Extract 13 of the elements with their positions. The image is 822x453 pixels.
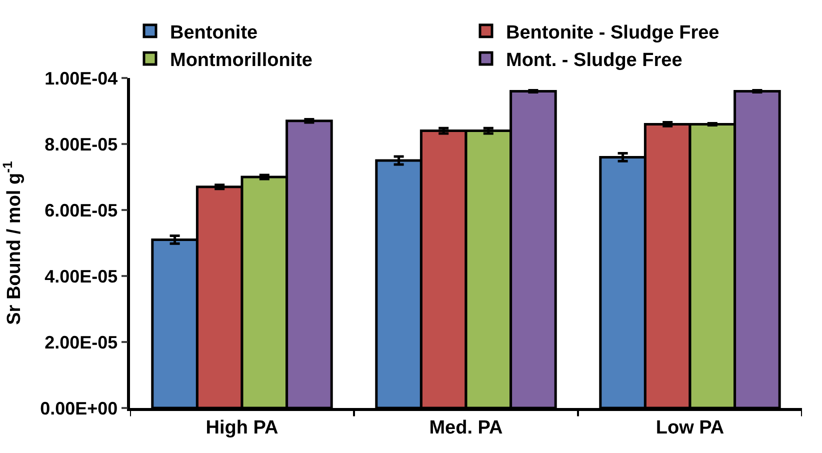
y-tick-label: 0.00E+00 <box>40 398 118 418</box>
x-tick-label: Low PA <box>656 418 724 439</box>
legend-label: Mont. - Sludge Free <box>506 50 682 71</box>
x-tick-label: Med. PA <box>429 418 504 439</box>
legend-label: Bentonite <box>170 22 258 44</box>
y-tick-label: 2.00E-05 <box>44 332 118 352</box>
y-tick-label: 1.00E-04 <box>44 68 118 88</box>
legend-label: Montmorillonite <box>170 50 312 71</box>
legend-label: Bentonite - Sludge Free <box>506 22 720 44</box>
y-tick-label: 6.00E-05 <box>44 200 118 220</box>
x-tick-label: High PA <box>206 418 279 439</box>
y-tick-label: 8.00E-05 <box>44 134 118 154</box>
y-tick-label: 4.00E-05 <box>44 266 118 286</box>
